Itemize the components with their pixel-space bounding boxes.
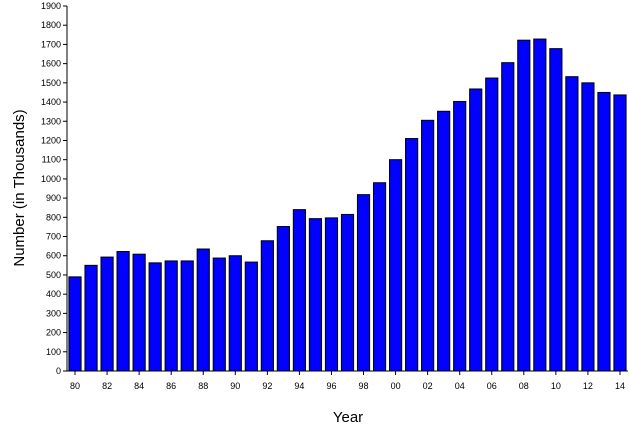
y-tick-label: 400 [46, 289, 61, 299]
x-tick-label: 12 [583, 381, 593, 391]
y-axis-title: Number (in Thousands) [11, 109, 28, 266]
bar-2011 [565, 76, 579, 372]
y-tick-label: 700 [46, 232, 61, 242]
bar-1986 [164, 260, 178, 372]
y-tick-label: 1900 [41, 1, 61, 11]
y-tick-label: 500 [46, 270, 61, 280]
y-tick-label: 800 [46, 212, 61, 222]
bar-1999 [372, 182, 387, 372]
x-tick-label: 06 [487, 381, 497, 391]
y-tick-label: 1300 [41, 116, 61, 126]
x-tick-label: 80 [70, 381, 80, 391]
bar-1991 [244, 261, 258, 372]
x-tick-label: 10 [551, 381, 561, 391]
bar-2014 [613, 94, 627, 372]
bar-1982 [100, 256, 114, 372]
y-tick-label: 200 [46, 328, 61, 338]
bar-1997 [340, 213, 355, 372]
bar-1994 [292, 209, 307, 372]
bar-1985 [148, 262, 162, 372]
y-tick-label: 1800 [41, 20, 61, 30]
x-axis: 80 82 84 86 88 90 92 94 96 98 00 02 04 06 08 10 12 14 [67, 370, 628, 391]
bar-1998 [356, 194, 371, 372]
bar-2006 [485, 77, 499, 372]
y-tick-label: 900 [46, 193, 61, 203]
bar-2012 [581, 82, 595, 372]
x-tick-label: 98 [359, 381, 369, 391]
bar-2013 [597, 91, 611, 372]
x-tick-label: 90 [230, 381, 240, 391]
y-tick-label: 600 [46, 251, 61, 261]
bar-1984 [132, 253, 146, 372]
y-tick-label: 1500 [41, 78, 61, 88]
bar-2007 [501, 62, 515, 372]
bar-2010 [549, 48, 563, 372]
x-tick-label: 02 [423, 381, 433, 391]
bar-1981 [84, 264, 98, 372]
y-tick-label: 1000 [41, 174, 61, 184]
bar-1983 [116, 251, 130, 372]
x-tick-label: 86 [166, 381, 176, 391]
x-tick-label: 14 [615, 381, 625, 391]
x-tick-label: 94 [294, 381, 304, 391]
bar-1987 [180, 260, 194, 372]
bar-1995 [308, 218, 323, 372]
bar-1992 [260, 240, 274, 372]
bars [68, 38, 627, 372]
y-tick-label: 100 [46, 347, 61, 357]
bar-1988 [196, 248, 210, 372]
x-tick-label: 00 [391, 381, 401, 391]
y-tick-label: 1700 [41, 39, 61, 49]
y-tick-label: 1400 [41, 97, 61, 107]
bar-1989 [212, 257, 226, 372]
x-tick-label: 04 [455, 381, 465, 391]
bar-2000 [388, 159, 403, 372]
bar-1990 [228, 255, 242, 372]
x-tick-label: 82 [102, 381, 112, 391]
bar-2001 [405, 138, 419, 372]
y-tick-label: 0 [56, 366, 61, 376]
bar-1996 [324, 217, 339, 372]
y-tick-label: 300 [46, 308, 61, 318]
bar-2002 [421, 119, 435, 372]
bar-2003 [437, 110, 451, 372]
bar-2008 [517, 39, 531, 372]
bar-1980 [68, 276, 82, 372]
x-tick-label: 88 [198, 381, 208, 391]
x-tick-label: 84 [134, 381, 144, 391]
bar-2009 [533, 38, 547, 372]
bar-2005 [469, 88, 483, 372]
x-tick-label: 08 [519, 381, 529, 391]
y-tick-label: 1100 [42, 155, 61, 165]
bar-1993 [276, 226, 290, 372]
x-tick-label: 92 [262, 381, 272, 391]
x-tick-label: 96 [326, 381, 336, 391]
y-axis: 0 100 200 300 400 500 600 700 800 900 1000 1100 1200… [41, 1, 68, 376]
bar-2004 [453, 100, 467, 372]
y-tick-label: 1200 [41, 135, 61, 145]
x-axis-title: Year [333, 409, 363, 426]
y-tick-label: 1600 [41, 59, 61, 69]
